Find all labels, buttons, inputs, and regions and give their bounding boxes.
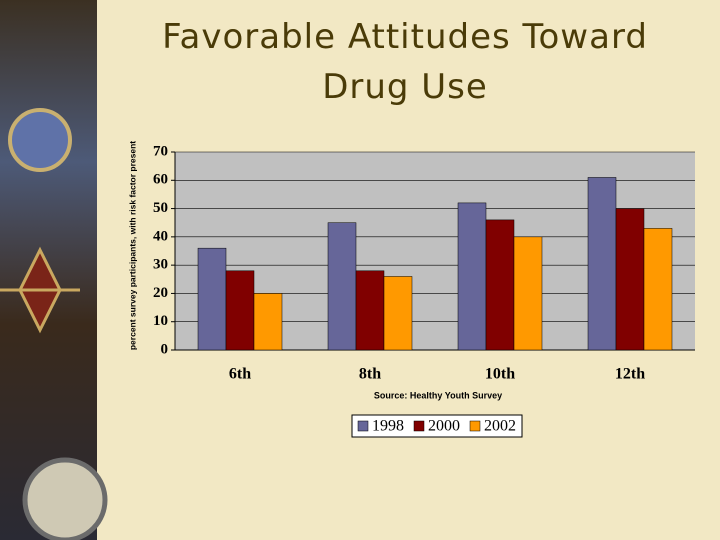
compass (22, 457, 108, 540)
title: Favorable Attitudes Toward Drug Use (162, 17, 648, 107)
x-tick-label: 12th (615, 366, 645, 383)
bar (197, 247, 227, 351)
legend-swatch (357, 420, 369, 432)
bar (587, 177, 617, 351)
bar (355, 270, 385, 351)
y-tick-label: 30 (153, 257, 168, 273)
y-tick-label: 60 (153, 172, 168, 188)
x-tick-label: 10th (485, 366, 515, 383)
bar (643, 228, 673, 351)
y-tick-label: 0 (161, 341, 169, 357)
x-tick-label: 6th (229, 366, 251, 383)
legend-label: 2002 (484, 418, 516, 435)
bar (225, 270, 255, 351)
y-tick-label: 10 (153, 313, 168, 329)
legend-swatch (413, 420, 425, 432)
legend-label: 2000 (428, 418, 460, 435)
legend-swatch (469, 420, 481, 432)
y-tick-label: 70 (153, 143, 168, 159)
cross (0, 246, 80, 334)
y-tick-label: 20 (153, 285, 168, 301)
bar (615, 208, 645, 351)
legend (351, 414, 523, 438)
y-tick-label: 50 (153, 200, 168, 216)
source: Source: Healthy Youth Survey (374, 390, 502, 400)
legend-label: 1998 (372, 418, 404, 435)
bar (513, 236, 543, 351)
y-axis-label: percent survey participants, with risk f… (127, 140, 138, 351)
medal (8, 108, 72, 172)
y-tick-label: 40 (153, 228, 168, 244)
bar (327, 222, 357, 351)
x-tick-label: 8th (359, 366, 381, 383)
bar (457, 202, 487, 351)
bar (485, 219, 515, 351)
bar (383, 276, 413, 351)
bar (253, 293, 283, 351)
